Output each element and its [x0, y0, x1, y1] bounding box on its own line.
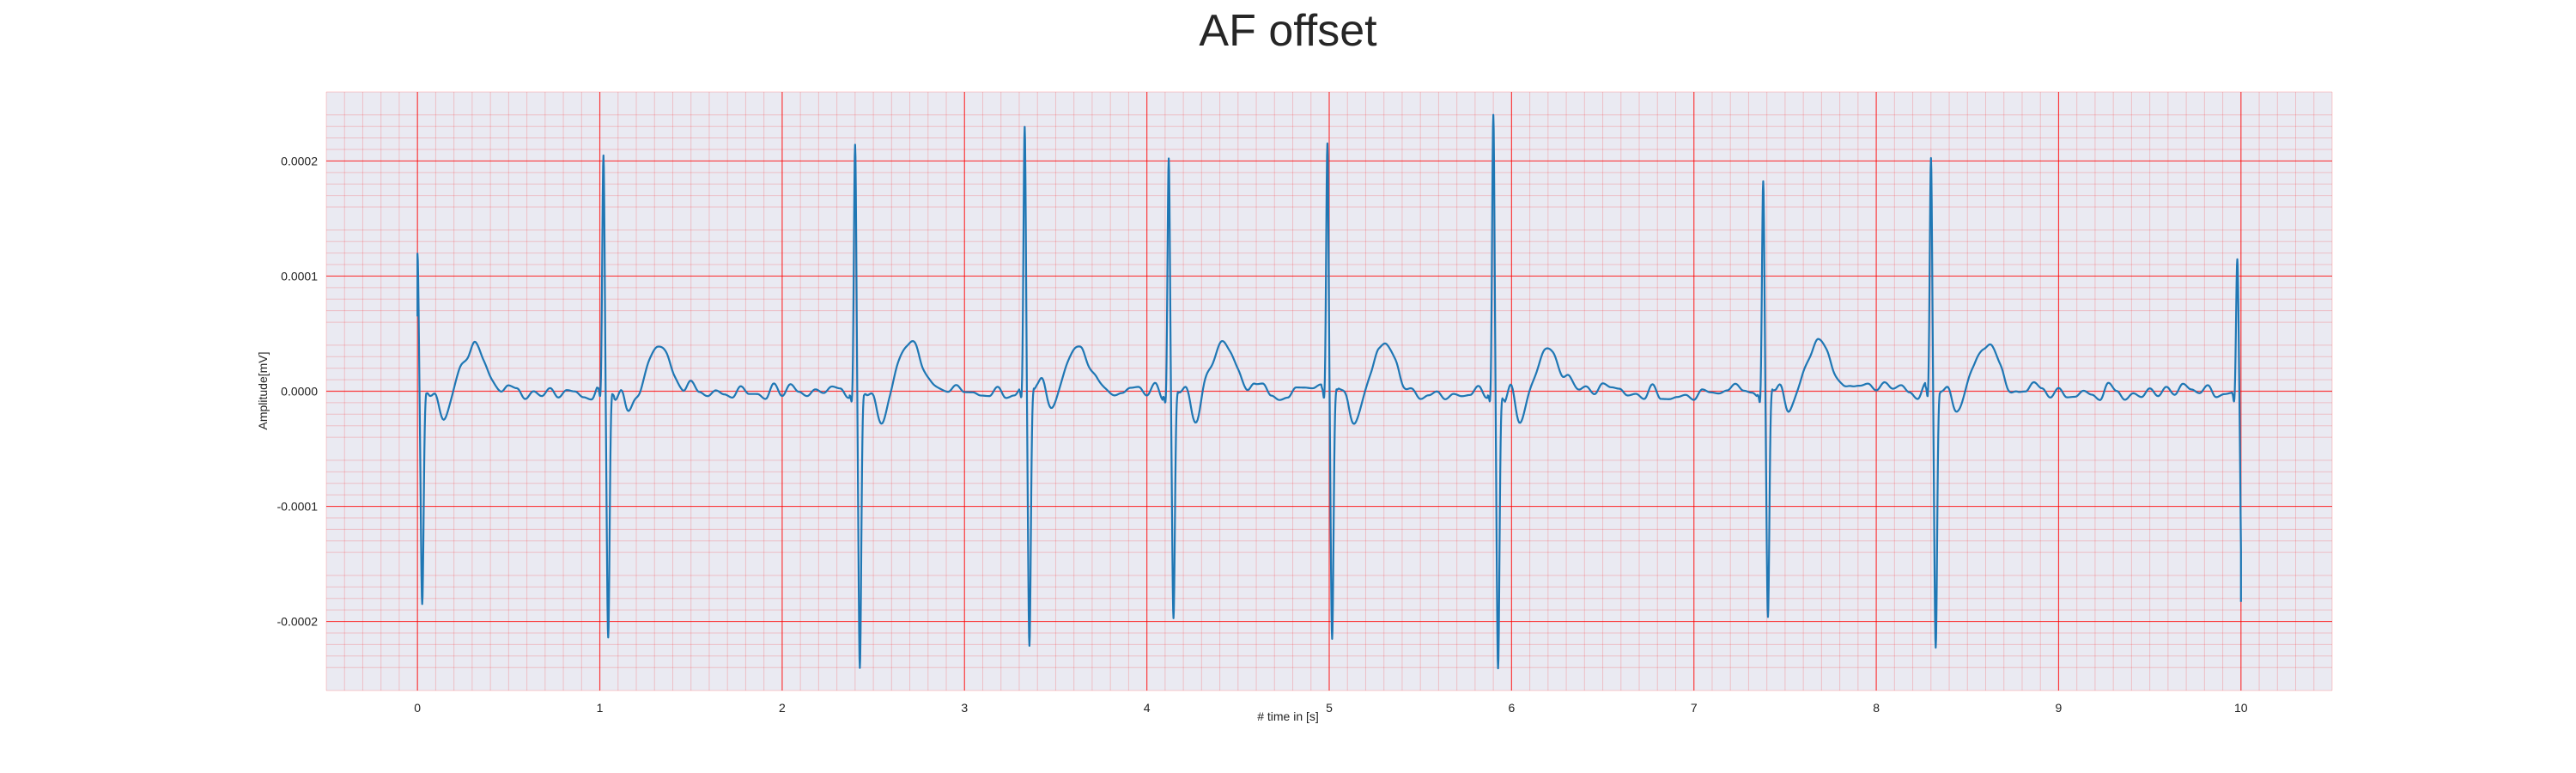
ecg-series-line — [416, 113, 2242, 670]
x-tick-label: 3 — [961, 701, 968, 715]
x-tick-label: 7 — [1691, 701, 1698, 715]
y-tick-label: 0.0002 — [281, 154, 318, 167]
y-tick-label: -0.0001 — [277, 500, 319, 514]
x-tick-label: 1 — [597, 701, 604, 715]
y-tick-label: -0.0002 — [277, 615, 319, 629]
x-axis-ticks: 0 1 2 3 4 5 6 7 8 9 10 — [414, 701, 2248, 715]
y-axis-label: Amplitude[mV] — [256, 351, 270, 430]
y-tick-label: 0.0000 — [281, 385, 318, 399]
x-tick-label: 10 — [2234, 701, 2248, 715]
x-tick-label: 4 — [1144, 701, 1151, 715]
y-axis-ticks: 0.0002 0.0001 0.0000 -0.0001 -0.0002 — [277, 154, 319, 628]
y-tick-label: 0.0001 — [281, 269, 318, 283]
x-tick-label: 9 — [2056, 701, 2063, 715]
x-tick-label: 8 — [1873, 701, 1880, 715]
chart-title: AF offset — [1199, 6, 1377, 56]
x-tick-label: 0 — [414, 701, 421, 715]
x-tick-label: 6 — [1508, 701, 1515, 715]
x-tick-label: 2 — [779, 701, 786, 715]
x-tick-label: 5 — [1326, 701, 1333, 715]
x-axis-label: # time in [s] — [1257, 709, 1319, 723]
